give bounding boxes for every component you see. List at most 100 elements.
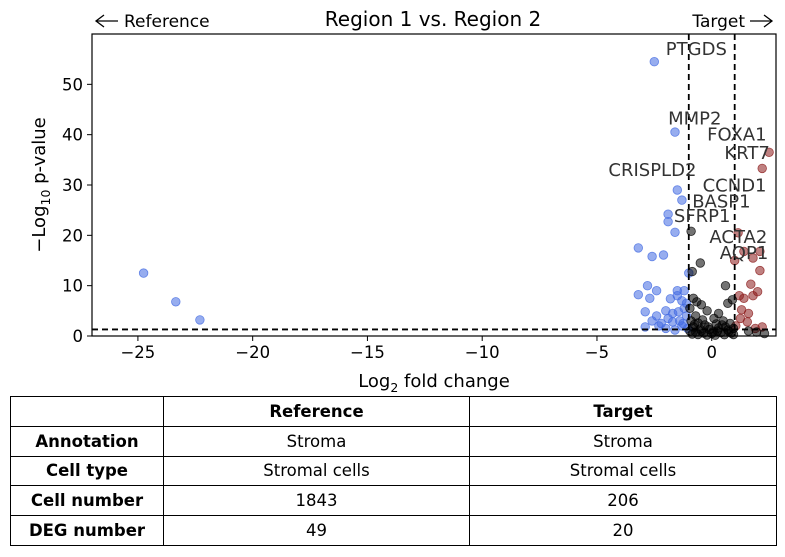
reference-point — [678, 318, 688, 329]
reference-point — [679, 286, 689, 296]
target-point — [764, 147, 774, 158]
x-tick-label: −15 — [350, 343, 385, 362]
reference-arrow — [94, 14, 118, 28]
target-point — [757, 163, 767, 174]
table-row: Cell number 1843 206 — [10, 485, 777, 517]
gene-label: CCND1 — [703, 176, 767, 197]
reference-point — [195, 315, 205, 325]
table-row: Cell type Stromal cells Stromal cells — [10, 455, 777, 487]
x-tick-label: −10 — [465, 343, 500, 362]
reference-point — [672, 185, 683, 195]
ns-point — [695, 258, 706, 268]
x-tick-label: −20 — [235, 343, 270, 362]
ns-point — [702, 306, 712, 316]
gene-label: SFRP1 — [674, 206, 731, 227]
ns-point — [717, 320, 727, 330]
ns-point — [689, 319, 700, 330]
data-points-layer — [138, 57, 774, 340]
table-header-row: Reference Target — [10, 396, 777, 427]
target-cell-type-cell: Stromal cells — [469, 455, 777, 487]
reference-annotation-cell: Stroma — [163, 425, 470, 457]
reference-point — [647, 316, 657, 326]
target-point — [752, 287, 763, 297]
chart-title: Region 1 vs. Region 2 — [325, 7, 541, 31]
target-point — [733, 228, 743, 238]
reference-column-header: Reference — [163, 396, 470, 427]
table-corner-cell — [10, 396, 164, 427]
reference-point — [633, 243, 644, 253]
gene-label: ACTA2 — [709, 227, 767, 248]
y-tick-label: 40 — [62, 126, 83, 145]
row-label-deg-number: DEG number — [10, 515, 164, 546]
target-cell-number-cell: 206 — [469, 485, 777, 517]
target-annotation-cell: Stroma — [469, 425, 777, 457]
reference-point — [670, 227, 680, 238]
x-axis-label: Log2 fold change — [358, 371, 510, 392]
reference-point — [651, 286, 662, 296]
ns-point — [720, 281, 731, 291]
target-deg-number-cell: 20 — [469, 515, 777, 546]
target-point — [755, 246, 765, 257]
reference-point — [677, 195, 687, 205]
reference-point — [649, 57, 660, 67]
ns-point — [696, 300, 707, 310]
target-point — [755, 265, 765, 276]
target-point — [739, 293, 749, 304]
y-tick-label: 10 — [62, 277, 83, 296]
threshold-lines — [92, 34, 776, 336]
axis-ticks: −25 −20 −15 −10 −5 0 0 10 20 30 40 50 — [62, 75, 717, 362]
x-tick-label: −5 — [585, 343, 609, 362]
reference-point — [658, 250, 669, 260]
y-tick-label: 20 — [62, 226, 83, 245]
ns-point — [685, 303, 695, 314]
y-tick-label: 30 — [62, 176, 83, 195]
y-tick-label: 50 — [62, 75, 83, 94]
table-row: DEG number 49 20 — [10, 515, 777, 546]
reference-point — [171, 297, 181, 307]
table-row: Annotation Stroma Stroma — [10, 425, 777, 457]
reference-arrow-label: Reference — [124, 12, 210, 32]
reference-point — [633, 290, 644, 300]
gene-label: MMP2 — [668, 109, 721, 130]
reference-point — [645, 293, 655, 304]
reference-cell-number-cell: 1843 — [163, 485, 470, 517]
target-arrow — [750, 14, 774, 28]
reference-point — [138, 268, 149, 278]
target-column-header: Target — [469, 396, 777, 427]
gene-label: PTGDS — [666, 39, 727, 60]
target-point — [739, 246, 749, 257]
reference-point — [647, 251, 657, 262]
target-arrow-label: Target — [691, 12, 745, 32]
target-point — [748, 253, 758, 263]
reference-point — [640, 307, 650, 317]
reference-point — [642, 281, 653, 291]
summary-table: Reference Target Annotation Stroma Strom… — [10, 396, 777, 546]
gene-label: CRISPLD2 — [608, 160, 696, 181]
row-label-cell-type: Cell type — [10, 455, 164, 487]
x-tick-label: 0 — [706, 343, 717, 362]
gene-label: KRT7 — [724, 143, 769, 164]
reference-point — [668, 317, 678, 327]
row-label-cell-number: Cell number — [10, 485, 164, 517]
volcano-plot: −25 −20 −15 −10 −5 0 0 10 20 30 40 50 PTGDS MMP2FOXA… — [29, 7, 777, 392]
reference-point — [673, 307, 684, 317]
reference-point — [654, 321, 664, 331]
ns-point — [724, 326, 734, 337]
target-point — [735, 313, 746, 324]
target-point — [746, 279, 756, 289]
reference-deg-number-cell: 49 — [163, 515, 470, 546]
gene-label: AQP1 — [720, 243, 768, 264]
y-tick-label: 0 — [73, 327, 84, 346]
reference-cell-type-cell: Stromal cells — [163, 455, 470, 487]
gene-label: FOXA1 — [707, 125, 766, 146]
ns-point — [743, 326, 754, 336]
row-label-annotation: Annotation — [10, 425, 164, 457]
target-point — [743, 308, 754, 319]
reference-point — [670, 127, 680, 137]
ns-point — [687, 266, 697, 277]
x-tick-label: −25 — [120, 343, 155, 362]
y-axis-label: −Log10 p-value — [29, 117, 53, 252]
reference-point — [663, 216, 673, 227]
gene-label: BASP1 — [692, 192, 750, 213]
